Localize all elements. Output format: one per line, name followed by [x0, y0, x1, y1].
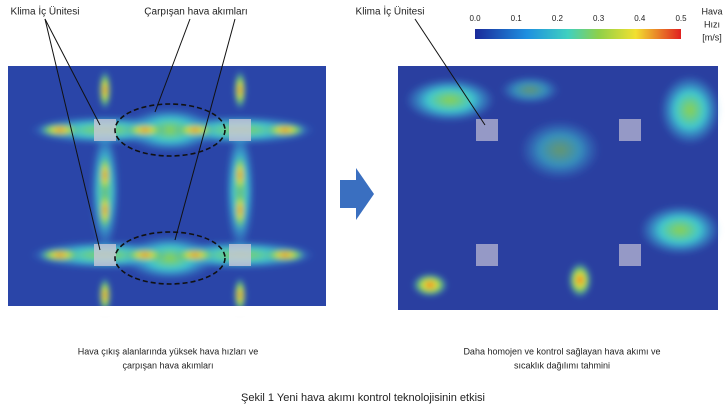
colorbar-title: Hava Hızı [m/s]: [701, 6, 722, 42]
unit-label: Klima İç Ünitesi: [356, 5, 425, 18]
colorbar-tick-label: 0.3: [593, 14, 605, 23]
colorbar-tick-label: 0.2: [552, 14, 564, 23]
left-simulation: [8, 66, 326, 316]
caption-line: çarpışan hava akımları: [122, 360, 213, 370]
caption-line: sıcaklık dağılımı tahmini: [514, 360, 610, 370]
colorbar-ticks: 0.0 0.1 0.2 0.3 0.4 0.5: [469, 14, 687, 23]
leader-lines: [44, 18, 486, 251]
colorbar-tick-label: 0.4: [634, 14, 646, 23]
colorbar-tick-label: 0.0: [469, 14, 481, 23]
right-simulation: [398, 66, 720, 310]
colorbar-title-line: Hızı: [704, 19, 720, 29]
colorbar-tick-label: 0.1: [511, 14, 523, 23]
colorbar: [475, 29, 681, 39]
transition-arrow: [340, 168, 374, 220]
unit-label: Klima İç Ünitesi: [11, 5, 80, 18]
figure-caption: Şekil 1 Yeni hava akımı kontrol teknoloj…: [241, 392, 485, 404]
colorbar-tick-label: 0.5: [675, 14, 687, 23]
collision-label: Çarpışan hava akımları: [144, 7, 247, 18]
caption-line: Daha homojen ve kontrol sağlayan hava ak…: [463, 346, 660, 356]
caption-line: Hava çıkış alanlarında yüksek hava hızla…: [78, 346, 259, 356]
colorbar-title-line: [m/s]: [702, 32, 722, 42]
colorbar-title-line: Hava: [701, 6, 722, 16]
captions: Hava çıkış alanlarında yüksek hava hızla…: [78, 346, 661, 370]
